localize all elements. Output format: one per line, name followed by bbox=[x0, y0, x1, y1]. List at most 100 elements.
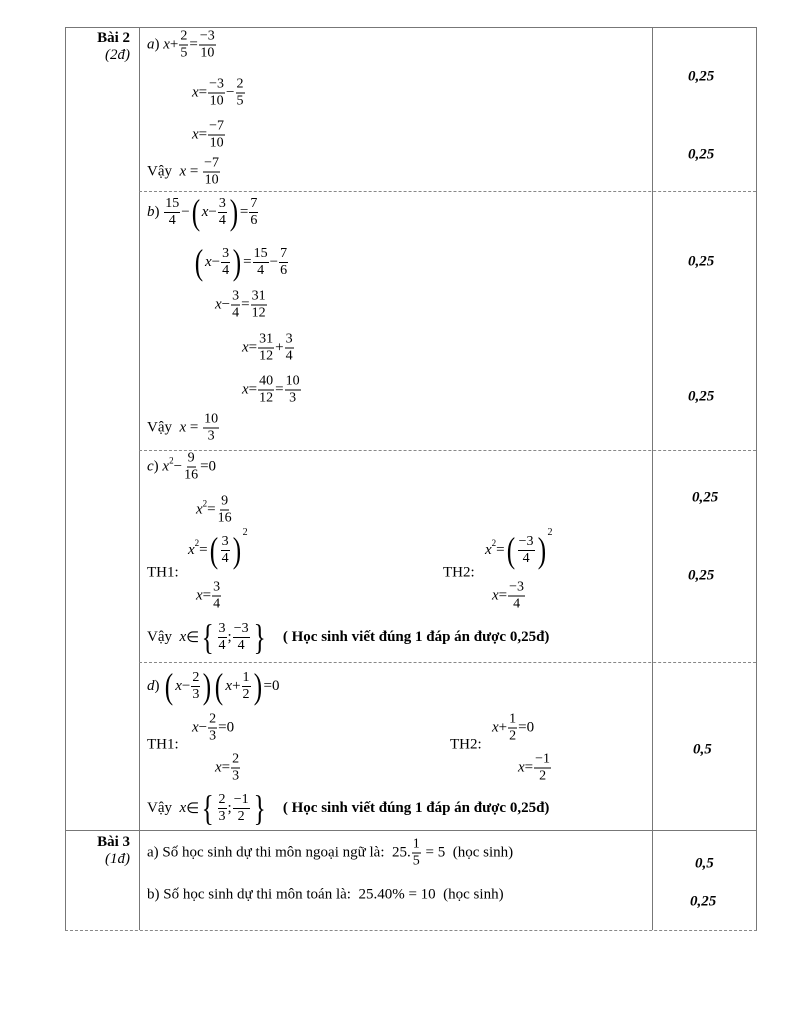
math-text: − bbox=[198, 719, 208, 736]
numerator: 10 bbox=[284, 373, 301, 391]
denominator: 4 bbox=[257, 262, 265, 278]
math-variable: x bbox=[179, 419, 187, 436]
table-border-right bbox=[756, 27, 757, 930]
numerator: −3 bbox=[517, 533, 535, 551]
numerator: 1 bbox=[241, 669, 251, 687]
math-variable: b bbox=[147, 203, 155, 220]
numerator: 1 bbox=[411, 836, 421, 854]
numerator: −7 bbox=[203, 155, 221, 173]
numerator: 31 bbox=[258, 331, 275, 349]
math-variable: x bbox=[179, 628, 187, 645]
numerator: 40 bbox=[258, 373, 275, 391]
math-text: = bbox=[243, 253, 252, 270]
bracket-content: −3 4 bbox=[517, 534, 536, 567]
numerator: 2 bbox=[217, 791, 227, 809]
math-text: − bbox=[211, 253, 221, 270]
denominator: 4 bbox=[218, 637, 226, 653]
math-text: = bbox=[199, 541, 208, 558]
solution-line: Vậy x = −7 10 bbox=[147, 156, 221, 189]
solution-line: x = 31 12 +3 4 bbox=[242, 332, 295, 365]
fraction: −1 2 bbox=[232, 792, 250, 825]
solution-line: x = 40 12 = 10 3 bbox=[242, 374, 302, 407]
close-bracket: ) bbox=[232, 530, 241, 570]
solution-line: d) (x −2 3)(x +1 2) =0 bbox=[147, 668, 280, 704]
math-text: =0 bbox=[218, 719, 235, 736]
open-bracket: ( bbox=[165, 666, 174, 706]
close-bracket: } bbox=[253, 788, 266, 828]
numerator: 31 bbox=[250, 288, 267, 306]
fraction: 15 4 bbox=[164, 195, 181, 229]
math-variable: x bbox=[162, 458, 170, 475]
open-bracket: ( bbox=[506, 530, 515, 570]
denominator: 4 bbox=[168, 212, 176, 228]
fraction: −7 10 bbox=[208, 119, 226, 152]
solution-line: b) 15 4−(x −3 4) = 7 6 bbox=[147, 194, 259, 230]
close-bracket: ) bbox=[537, 530, 546, 570]
solution-line: b) Số học sinh dự thi môn toán là: 25.40… bbox=[147, 887, 504, 904]
numerator: 15 bbox=[252, 245, 269, 263]
solution-line: x −2 3 =0 bbox=[192, 712, 234, 745]
close-bracket: ) bbox=[229, 192, 239, 232]
solution-line: x = −7 10 bbox=[192, 119, 226, 152]
math-text: = bbox=[186, 163, 203, 180]
bracket-group: (x −2 3) bbox=[163, 668, 213, 704]
math-text: Vậy bbox=[147, 628, 180, 645]
fraction: 10 3 bbox=[203, 411, 220, 445]
math-variable: x bbox=[492, 587, 499, 604]
bracket-content: x −3 4 bbox=[205, 246, 231, 279]
open-bracket: { bbox=[201, 788, 214, 828]
bracket-group: {3 4; −3 4} bbox=[199, 619, 268, 655]
math-variable: x bbox=[179, 163, 187, 180]
bracket-group: (3 4) bbox=[208, 532, 243, 568]
math-variable: x bbox=[492, 719, 499, 736]
exponent: 2 bbox=[202, 498, 208, 508]
math-text: − bbox=[181, 677, 191, 694]
open-bracket: ( bbox=[215, 666, 224, 706]
solution-line: x = 3 4 bbox=[196, 580, 222, 613]
math-text: − bbox=[226, 84, 235, 101]
math-variable: x bbox=[196, 501, 203, 518]
row-divider bbox=[139, 662, 756, 663]
numerator: 3 bbox=[217, 620, 227, 638]
math-text: TH2: bbox=[443, 564, 475, 581]
math-text: + bbox=[275, 339, 284, 356]
math-text: = bbox=[248, 381, 258, 398]
math-text: =0 bbox=[518, 719, 535, 736]
math-text: = bbox=[221, 759, 231, 776]
denominator: 10 bbox=[200, 45, 215, 61]
math-variable: x bbox=[205, 253, 212, 270]
denominator: 4 bbox=[232, 305, 240, 321]
numerator: 3 bbox=[231, 288, 241, 306]
solution-line: (x −3 4) = 15 4−7 6 bbox=[193, 244, 289, 280]
math-text: = bbox=[498, 587, 508, 604]
numerator: −1 bbox=[534, 751, 552, 769]
denominator: 16 bbox=[184, 467, 199, 483]
bracket-group: (−3 4) bbox=[505, 532, 548, 568]
math-text: − bbox=[181, 203, 190, 220]
math-text: ) bbox=[153, 458, 163, 475]
math-text: ; bbox=[227, 628, 232, 645]
math-text: = bbox=[241, 296, 250, 313]
numerator: 2 bbox=[208, 711, 218, 729]
numerator: 15 bbox=[164, 195, 181, 213]
solution-line: x 2 = 9 16 bbox=[196, 494, 234, 527]
numerator: 9 bbox=[186, 450, 196, 468]
solution-line: x +1 2 =0 bbox=[492, 712, 534, 745]
score-value: 0,25 bbox=[688, 388, 715, 405]
table-border-top bbox=[65, 27, 757, 28]
close-bracket: ) bbox=[253, 666, 262, 706]
denominator: 4 bbox=[522, 550, 530, 566]
fraction: −3 4 bbox=[517, 533, 535, 567]
math-text: − bbox=[221, 296, 231, 313]
math-text bbox=[268, 629, 283, 646]
numerator: 7 bbox=[249, 195, 259, 213]
numerator: 1 bbox=[508, 711, 518, 729]
math-variable: a bbox=[147, 36, 155, 53]
numerator: −3 bbox=[508, 579, 526, 597]
numerator: 10 bbox=[203, 411, 220, 429]
math-variable: x bbox=[485, 541, 492, 558]
score-value: 0,25 bbox=[688, 68, 715, 85]
